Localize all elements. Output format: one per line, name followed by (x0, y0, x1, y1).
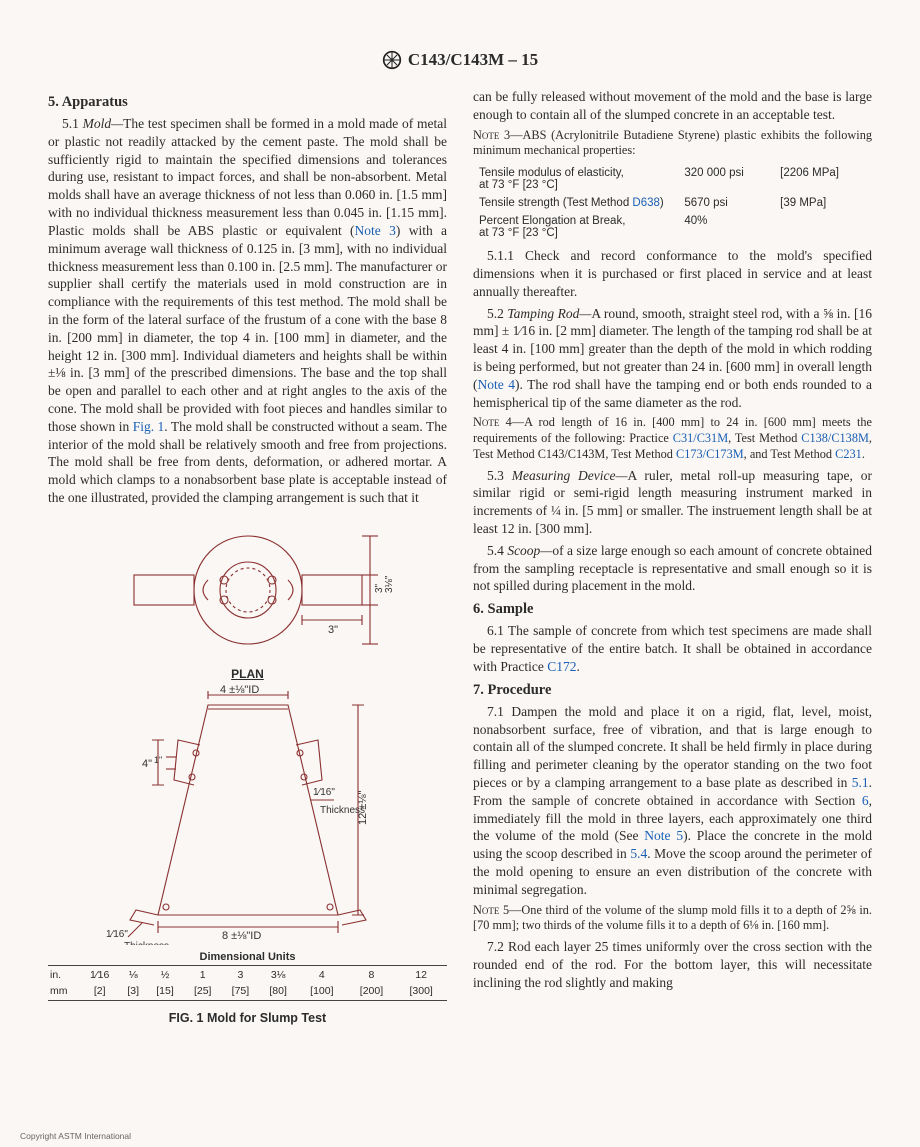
plan-dim-318: 3⅛" (384, 575, 395, 593)
doc-id: C143/C143M – 15 (408, 50, 538, 70)
paragraph-7-1: 7.1 Dampen the mold and place it on a ri… (473, 703, 872, 899)
paragraph-5-3: 5.3 Measuring Device—A ruler, metal roll… (473, 467, 872, 538)
doc-header: C143/C143M – 15 (48, 50, 872, 70)
astm-logo-icon (382, 50, 402, 70)
one-inch-tick: 1" (154, 755, 162, 765)
paragraph-5-1: 5.1 Mold—The test specimen shall be form… (48, 115, 447, 507)
table-row: Percent Elongation at Break,at 73 °F [23… (475, 213, 870, 241)
paragraph-5-1-continued: can be fully released without movement o… (473, 88, 872, 124)
right-column: can be fully released without movement o… (473, 88, 872, 1025)
link-c173[interactable]: C173/C173M (676, 447, 744, 461)
section-6-heading: 6. Sample (473, 601, 872, 618)
link-note-3[interactable]: Note 3 (355, 223, 396, 238)
link-sec-6[interactable]: 6 (862, 793, 869, 808)
link-note-5[interactable]: Note 5 (644, 828, 683, 843)
paragraph-7-2: 7.2 Rod each layer 25 times uniformly ov… (473, 938, 872, 991)
dimensional-units-table: in. 1⁄16 ⅛ ½ 1 3 3⅛ 4 8 12 mm [2] [3] [1… (48, 965, 447, 1001)
link-5-1[interactable]: 5.1 (852, 775, 869, 790)
table-row: mm [2] [3] [15] [25] [75] [80] [100] [20… (50, 984, 445, 998)
link-c231[interactable]: C231 (835, 447, 862, 461)
table-row: in. 1⁄16 ⅛ ½ 1 3 3⅛ 4 8 12 (50, 968, 445, 982)
link-note-4[interactable]: Note 4 (478, 377, 516, 392)
link-fig-1[interactable]: Fig. 1 (133, 419, 165, 434)
section-5-heading: 5. Apparatus (48, 94, 447, 111)
note-3-properties-table: Tensile modulus of elasticity,at 73 °F [… (473, 163, 872, 243)
figure-plan-svg: 3" 3" 3⅛" (98, 525, 398, 665)
top-id-dim: 4 ±⅛"ID (220, 685, 259, 696)
note-3: Note 3—ABS (Acrylonitrile Butadiene Styr… (473, 128, 872, 159)
link-c138[interactable]: C138/C138M (801, 431, 869, 445)
figure-caption: FIG. 1 Mold for Slump Test (48, 1011, 447, 1025)
table-row: Tensile modulus of elasticity,at 73 °F [… (475, 165, 870, 193)
paragraph-5-4: 5.4 Scoop—of a size large enough so each… (473, 542, 872, 595)
section-7-heading: 7. Procedure (473, 682, 872, 699)
dim-units-title: Dimensional Units (48, 951, 447, 963)
two-column-layout: 5. Apparatus 5.1 Mold—The test specimen … (48, 88, 872, 1025)
link-c172[interactable]: C172 (547, 659, 576, 674)
paragraph-6-1: 6.1 The sample of concrete from which te… (473, 622, 872, 675)
thickness-label-1: Thickness (320, 805, 365, 816)
bottom-id-dim: 8 ±⅛"ID (222, 930, 261, 942)
thickness-dim-1: 1⁄16" (313, 787, 335, 798)
thickness-label-2: Thickness (124, 941, 169, 945)
link-5-4[interactable]: 5.4 (630, 846, 647, 861)
note-4: Note 4—A rod length of 16 in. [400 mm] t… (473, 415, 872, 462)
plan-dim-3in: 3" (328, 624, 338, 636)
paragraph-5-2: 5.2 Tamping Rod—A round, smooth, straigh… (473, 305, 872, 412)
paragraph-5-1-1: 5.1.1 Check and record conformance to th… (473, 247, 872, 300)
thickness-dim-2: 1⁄16" (106, 929, 128, 940)
copyright-notice: Copyright ASTM International (20, 1131, 131, 1141)
note-5: Note 5—One third of the volume of the sl… (473, 903, 872, 934)
figure-1: 3" 3" 3⅛" PLAN (48, 525, 447, 1025)
table-row: Tensile strength (Test Method D638) 5670… (475, 195, 870, 211)
link-d638[interactable]: D638 (632, 197, 660, 209)
figure-elevation-svg: 4 ±⅛"ID 8 ±⅛"ID 12 ±⅛" 4" 1⁄16" Thicknes… (88, 685, 408, 945)
handle-height-dim: 4" (142, 758, 152, 770)
plan-caption: PLAN (48, 667, 447, 681)
link-c31[interactable]: C31/C31M (673, 431, 728, 445)
left-column: 5. Apparatus 5.1 Mold—The test specimen … (48, 88, 447, 1025)
